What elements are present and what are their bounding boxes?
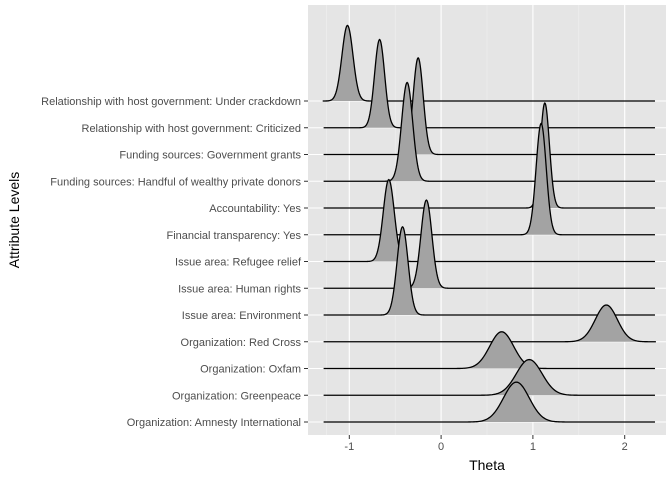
ridge-fill [356,39,403,128]
y-tick-label: Issue area: Human rights [178,283,301,295]
ridge-line [323,225,655,316]
ridge-line [322,24,655,102]
ridge-line [323,81,655,182]
y-tick-label: Funding sources: Government grants [119,150,301,162]
x-tick-label: 0 [438,441,444,453]
y-tick-label: Relationship with host government: Under… [41,96,301,108]
ridge-line [323,358,655,396]
ridge-line [323,38,655,129]
y-tick-label: Issue area: Refugee relief [175,257,302,269]
ridge-fill [518,123,564,235]
ridge-line [323,304,656,343]
ridge-line [323,122,655,236]
y-tick-label: Relationship with host government: Criti… [82,123,302,135]
x-axis-ticks: -1 0 1 2 [344,435,628,453]
ridge-fill [556,305,656,342]
ridge-fill [363,179,414,262]
x-tick-label: -1 [344,441,354,453]
y-tick-label: Issue area: Environment [182,310,301,322]
ridge-fill [458,382,575,422]
x-tick-label: 2 [622,441,628,453]
y-tick-label: Organization: Oxfam [200,364,301,376]
ridge-fill [447,331,556,369]
y-axis-ticks: Relationship with host government: Under… [41,96,308,429]
y-tick-label: Accountability: Yes [209,203,301,215]
density-ridges [322,24,656,423]
ridge-fill [395,57,441,155]
ridge-line [323,102,655,209]
y-axis-title: Attribute Levels [6,172,22,269]
ridge-line [323,381,655,423]
y-tick-label: Funding sources: Handful of wealthy priv… [50,176,301,188]
y-tick-label: Organization: Red Cross [181,337,302,349]
y-tick-label: Organization: Greenpeace [172,390,301,402]
x-axis-title: Theta [469,457,505,473]
x-tick-label: 1 [530,441,536,453]
ridge-fill [382,82,432,182]
ridge-fill [377,226,428,315]
y-tick-label: Organization: Amnesty International [127,417,301,429]
ridge-fill [322,25,373,101]
ridge-fill [401,200,452,289]
ridge-fill [471,359,588,396]
minor-gridlines [326,5,580,435]
y-tick-label: Financial transparency: Yes [166,230,301,242]
